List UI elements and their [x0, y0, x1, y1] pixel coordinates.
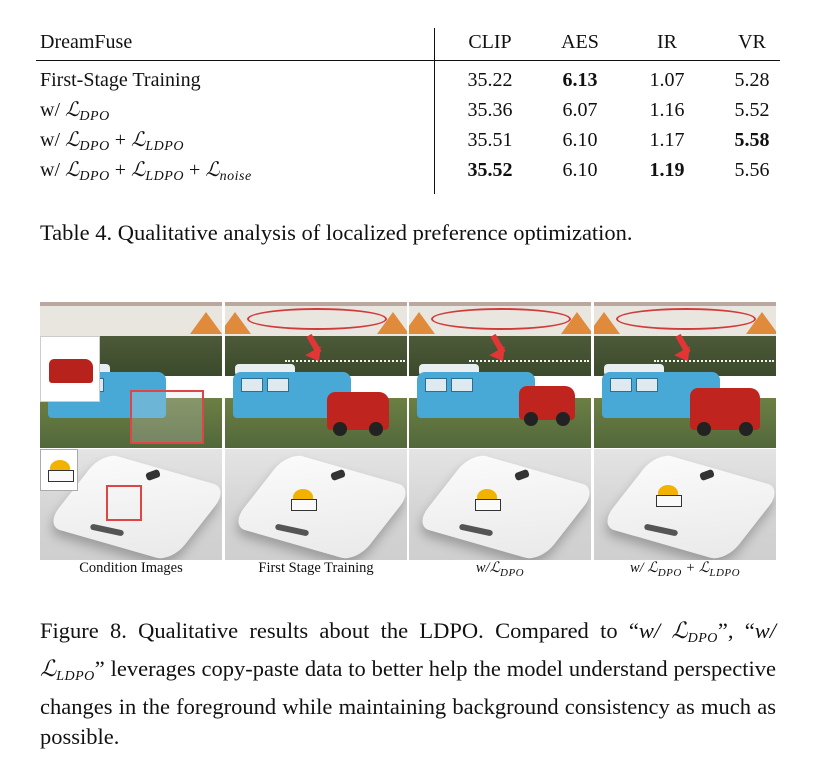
scene-image-condition [40, 302, 222, 448]
header-vr: VR [738, 31, 766, 53]
blue-bus [417, 372, 535, 418]
cell-aes: 6.10 [562, 159, 598, 181]
loss-subscript: DPO [79, 169, 110, 184]
phone-image-first-stage [225, 449, 407, 560]
cell-aes: 6.07 [562, 99, 598, 121]
cell-ir: 1.07 [649, 69, 685, 91]
phone-image-condition [40, 449, 222, 560]
figure-caption-lead: Figure 8. [40, 618, 127, 643]
red-car-icon [49, 359, 93, 383]
cell-clip-best: 35.52 [467, 159, 513, 181]
red-car [690, 388, 760, 436]
mask-region [130, 390, 204, 444]
method-prefix: w/ [40, 129, 60, 151]
table-row: First-Stage Training 35.22 6.13 1.07 5.2… [36, 66, 780, 94]
cell-aes: 6.10 [562, 129, 598, 151]
plus-sign: + [114, 129, 126, 151]
cell-clip: 35.36 [467, 99, 513, 121]
column-label-w-dpo: w/ℒDPO [475, 560, 525, 579]
column-label-condition: Condition Images [79, 560, 183, 576]
plus-sign: + [114, 159, 126, 181]
table-row: w/ ℒDPO 35.36 6.07 1.16 5.52 [36, 96, 780, 124]
heart-box-icon [473, 489, 501, 511]
loss-subscript: LDPO [145, 139, 184, 154]
column-label-first-stage: First Stage Training [258, 560, 374, 576]
plus-sign: + [188, 159, 201, 181]
table-row: w/ ℒDPO + ℒLDPO 35.51 6.10 1.17 5.58 [36, 126, 780, 154]
loss-subscript: DPO [79, 139, 110, 154]
highlight-ellipse [247, 308, 387, 330]
heart-box-icon [654, 485, 682, 507]
red-car [519, 386, 575, 426]
red-car [327, 392, 389, 436]
cell-aes-best: 6.13 [562, 69, 598, 91]
loss-symbol: ℒ [205, 159, 220, 181]
row-method: w/ ℒDPO + ℒLDPO [40, 126, 184, 161]
phone-case [230, 451, 407, 560]
method-prefix: w/ [40, 99, 60, 121]
header-aes: AES [561, 31, 599, 53]
loss-subscript: noise [219, 169, 252, 184]
table-header-row: DreamFuse CLIP AES IR VR [36, 28, 780, 56]
loss-symbol: ℒ [65, 99, 80, 121]
cell-clip: 35.51 [467, 129, 513, 151]
cell-vr: 5.28 [734, 69, 770, 91]
row-method: w/ ℒDPO + ℒLDPO + ℒnoise [40, 156, 252, 191]
highlight-ellipse [431, 308, 571, 330]
scene-image-w-dpo-ldpo [594, 302, 776, 448]
loss-subscript: DPO [79, 109, 110, 124]
header-method: DreamFuse [40, 31, 133, 53]
loss-symbol: ℒ [130, 129, 146, 151]
header-clip: CLIP [468, 31, 512, 53]
cell-ir: 1.16 [649, 99, 685, 121]
phone-image-w-dpo [409, 449, 591, 560]
row-method: First-Stage Training [40, 69, 201, 91]
heart-box-icon [289, 489, 317, 511]
cell-vr: 5.56 [734, 159, 770, 181]
cell-vr-best: 5.58 [734, 129, 770, 151]
highlight-ellipse [616, 308, 756, 330]
mask-region [106, 485, 142, 521]
table-row: w/ ℒDPO + ℒLDPO + ℒnoise 35.52 6.10 1.19… [36, 156, 780, 184]
figure-grid [40, 302, 776, 560]
phone-image-w-dpo-ldpo [594, 449, 776, 560]
phone-case [414, 451, 591, 560]
table-caption: Table 4. Qualitative analysis of localiz… [40, 220, 633, 245]
row-method: w/ ℒDPO [40, 96, 110, 131]
phone-case [599, 451, 776, 560]
loss-symbol: ℒ [65, 129, 80, 151]
scene-image-w-dpo [409, 302, 591, 448]
column-separator [434, 28, 435, 194]
cell-vr: 5.52 [734, 99, 770, 121]
scene-image-first-stage [225, 302, 407, 448]
condition-car-inset [40, 336, 100, 402]
method-prefix: w/ [40, 159, 60, 181]
loss-symbol: ℒ [130, 159, 146, 181]
loss-symbol: ℒ [65, 159, 80, 181]
tent-shape [190, 312, 222, 334]
loss-subscript: LDPO [145, 169, 184, 184]
condition-sticker-inset [40, 449, 78, 491]
cell-ir: 1.17 [649, 129, 685, 151]
figure-caption: Figure 8. Qualitative results about the … [40, 618, 777, 749]
column-label-w-dpo-ldpo: w/ ℒDPO + ℒLDPO [629, 560, 741, 579]
header-ir: IR [657, 31, 677, 53]
header-rule [36, 60, 780, 61]
heart-box-icon [46, 460, 74, 482]
cell-ir-best: 1.19 [649, 159, 685, 181]
cell-clip: 35.22 [467, 69, 513, 91]
